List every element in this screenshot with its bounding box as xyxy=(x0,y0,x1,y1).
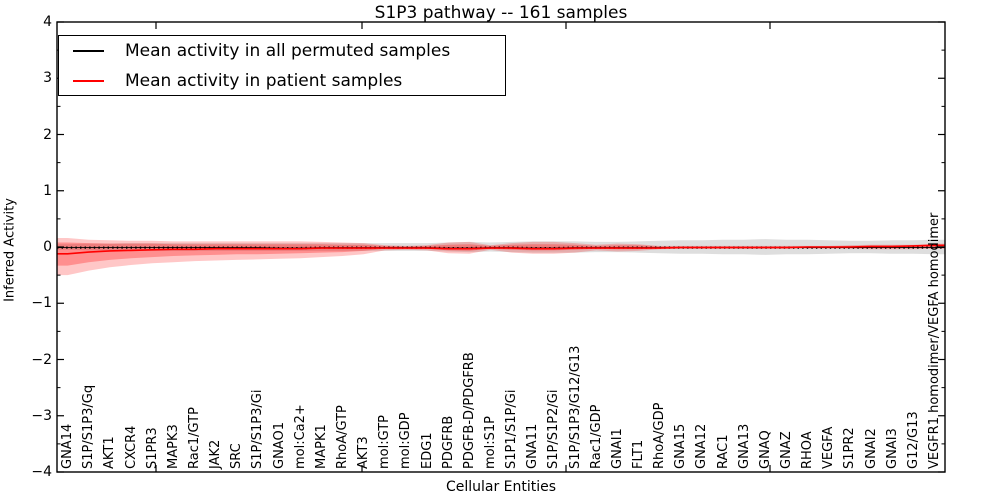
x-tick-label: GNAI2 xyxy=(863,428,879,469)
x-tick-label: GNA15 xyxy=(673,423,689,469)
x-tick-label: PDGFRB xyxy=(440,415,456,469)
x-tick-label: GNAI3 xyxy=(884,428,900,469)
x-tick-label: S1P/S1P3/G12/G13 xyxy=(567,345,583,469)
x-tick-label: MAPK3 xyxy=(165,424,181,469)
y-tick-label: 1 xyxy=(43,182,52,199)
x-tick-label: mol:S1P xyxy=(482,416,498,469)
x-tick-label: VEGFR1 homodimer/VEGFA homodimer xyxy=(926,212,942,469)
x-tick-label: GNAO1 xyxy=(271,422,287,469)
y-tick-label: 3 xyxy=(43,70,52,87)
x-tick-label: GNA11 xyxy=(525,423,541,469)
x-tick-label: PDGFB-D/PDGFRB xyxy=(461,352,477,469)
x-axis-label: Cellular Entities xyxy=(445,479,557,495)
x-tick-label: CXCR4 xyxy=(123,425,139,469)
x-tick-label: MAPK1 xyxy=(313,424,329,469)
y-tick-label: 4 xyxy=(43,14,52,30)
x-tick-label: EDG1 xyxy=(419,432,435,469)
y-tick-label: −3 xyxy=(31,407,52,424)
chart-title: S1P3 pathway -- 161 samples xyxy=(374,3,628,23)
x-tick-label: Rac1/GDP xyxy=(588,404,604,469)
x-tick-label: mol:Ca2+ xyxy=(292,404,308,469)
x-tick-label: SRC xyxy=(229,443,245,469)
y-tick-label: −1 xyxy=(31,295,52,312)
x-tick-label: S1P/S1P3/Gq xyxy=(81,384,97,469)
legend-item-patient: Mean activity in patient samples xyxy=(73,68,505,94)
x-tick-label: S1P1/S1P/Gi xyxy=(504,389,520,469)
x-tick-label: RhoA/GDP xyxy=(652,402,668,469)
y-tick-label: 2 xyxy=(43,126,52,143)
x-tick-label: GNAZ xyxy=(778,431,794,469)
x-tick-label: AKT3 xyxy=(356,436,372,469)
x-tick-label: mol:GDP xyxy=(398,412,414,469)
x-tick-label: G12/G13 xyxy=(905,411,921,469)
x-tick-label: GNAQ xyxy=(757,430,773,469)
x-tick-label: Rac1/GTP xyxy=(186,407,202,469)
mean-activity-in-patient-samples-line xyxy=(57,244,945,255)
x-tick-label: GNA12 xyxy=(694,423,710,469)
x-tick-label: AKT1 xyxy=(102,436,118,469)
x-tick-label: mol:GTP xyxy=(377,415,393,469)
x-tick-label: JAK2 xyxy=(208,439,224,469)
x-tick-label: GNAI1 xyxy=(609,428,625,469)
patient-line-swatch-icon xyxy=(73,79,104,82)
x-tick-label: S1P/S1P2/Gi xyxy=(546,389,562,469)
x-tick-label: VEGFA xyxy=(821,426,837,469)
x-tick-label: S1PR2 xyxy=(842,427,858,469)
legend-label: Mean activity in all permuted samples xyxy=(125,40,451,61)
x-tick-label: FLT1 xyxy=(630,439,646,469)
x-tick-label: RHOA xyxy=(800,431,816,469)
x-tick-label: S1PR3 xyxy=(144,427,160,469)
x-tick-label: RhoA/GTP xyxy=(334,405,350,469)
x-tick-label: RAC1 xyxy=(715,434,731,469)
x-tick-label: GNA13 xyxy=(736,423,752,469)
x-tick-label: S1P/S1P3/Gi xyxy=(250,389,266,469)
legend-label: Mean activity in patient samples xyxy=(125,70,403,91)
permuted-activity-spread-band xyxy=(57,239,945,255)
y-tick-label: −4 xyxy=(31,464,52,480)
x-tick-label: GNA14 xyxy=(60,423,76,469)
legend-item-permuted: Mean activity in all permuted samples xyxy=(73,38,505,64)
y-tick-label: −2 xyxy=(31,351,52,368)
permuted-line-swatch-icon xyxy=(73,49,104,52)
legend: Mean activity in all permuted samples Me… xyxy=(58,35,506,96)
y-tick-label: 0 xyxy=(43,239,52,255)
